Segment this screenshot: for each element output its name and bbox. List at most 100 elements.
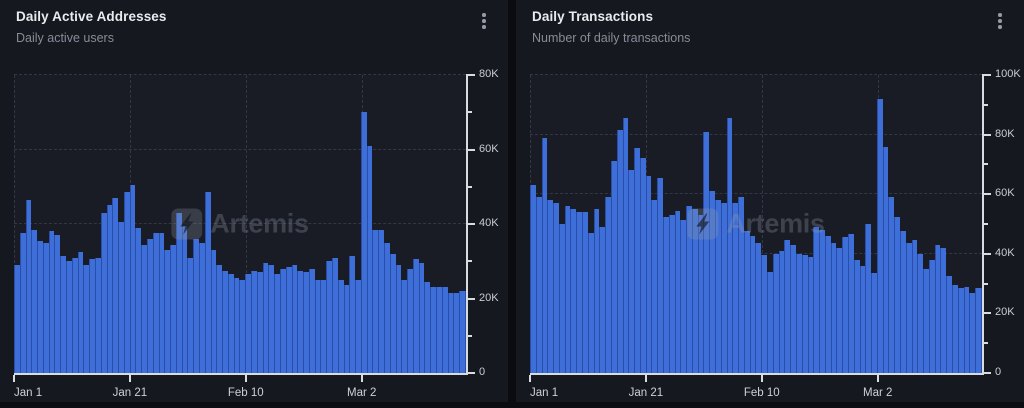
bar[interactable] [459, 291, 466, 373]
bar[interactable] [378, 229, 384, 373]
bar[interactable] [25, 199, 32, 373]
bar[interactable] [175, 212, 182, 373]
bar[interactable] [657, 177, 663, 373]
bar[interactable] [558, 224, 565, 373]
bar[interactable] [790, 244, 796, 373]
bar[interactable] [917, 253, 924, 373]
bar[interactable] [204, 192, 211, 373]
bar[interactable] [946, 276, 953, 373]
bar[interactable] [233, 278, 240, 373]
bar[interactable] [279, 268, 286, 373]
bar[interactable] [216, 264, 223, 373]
bar[interactable] [824, 235, 831, 373]
bar[interactable] [894, 216, 900, 373]
bar[interactable] [71, 257, 78, 373]
bar[interactable] [564, 206, 571, 373]
bar[interactable] [326, 261, 332, 373]
bar[interactable] [674, 210, 681, 373]
bar[interactable] [60, 255, 67, 373]
bar[interactable] [430, 287, 437, 373]
bar[interactable] [158, 233, 165, 373]
bar[interactable] [842, 237, 848, 373]
bar[interactable] [726, 118, 733, 373]
bar[interactable] [691, 209, 698, 373]
bar[interactable] [876, 98, 883, 373]
bar[interactable] [668, 215, 675, 373]
bar[interactable] [847, 234, 854, 373]
bar[interactable] [31, 229, 38, 373]
bar[interactable] [801, 255, 808, 373]
bar[interactable] [37, 240, 43, 373]
bar[interactable] [251, 270, 257, 373]
kebab-menu-icon[interactable] [988, 9, 1012, 33]
bar[interactable] [963, 286, 970, 373]
bar[interactable] [118, 222, 124, 373]
bar[interactable] [738, 197, 744, 373]
bar[interactable] [48, 231, 55, 373]
bar[interactable] [164, 250, 171, 373]
bar[interactable] [152, 233, 159, 373]
bar[interactable] [395, 264, 402, 373]
bar[interactable] [605, 197, 611, 373]
bar[interactable] [720, 203, 727, 373]
bar[interactable] [853, 259, 860, 373]
bar[interactable] [407, 268, 413, 373]
bar[interactable] [755, 243, 762, 373]
bar[interactable] [871, 273, 877, 373]
bar[interactable] [384, 242, 390, 373]
bar[interactable] [645, 176, 652, 373]
bar[interactable] [576, 212, 583, 373]
bar[interactable] [662, 216, 669, 373]
bar[interactable] [401, 279, 408, 373]
bar[interactable] [530, 185, 536, 373]
bar[interactable] [314, 279, 321, 373]
bar[interactable] [303, 272, 309, 373]
bar[interactable] [975, 288, 982, 373]
bar[interactable] [587, 232, 594, 373]
bar[interactable] [732, 203, 739, 373]
bar[interactable] [767, 271, 773, 373]
bar[interactable] [187, 257, 194, 373]
bar[interactable] [680, 219, 687, 373]
bar[interactable] [900, 231, 906, 373]
bar[interactable] [89, 259, 95, 373]
bar[interactable] [830, 243, 837, 373]
bar[interactable] [453, 292, 460, 373]
bar[interactable] [952, 285, 958, 373]
bar[interactable] [441, 287, 448, 373]
bar[interactable] [100, 212, 107, 373]
bar[interactable] [888, 197, 895, 373]
bar[interactable] [54, 235, 61, 373]
bar[interactable] [934, 244, 941, 373]
bar[interactable] [297, 270, 304, 373]
bar[interactable] [772, 253, 779, 373]
bar[interactable] [94, 257, 101, 373]
bar[interactable] [66, 261, 72, 373]
bar[interactable] [129, 184, 136, 373]
bar[interactable] [923, 268, 929, 373]
bar[interactable] [77, 251, 84, 373]
bar[interactable] [170, 244, 176, 373]
bar[interactable] [193, 238, 199, 373]
bar[interactable] [256, 272, 263, 373]
bar[interactable] [807, 256, 814, 373]
bar[interactable] [337, 279, 344, 373]
bar[interactable] [447, 292, 454, 373]
bar[interactable] [634, 148, 640, 373]
bar[interactable] [749, 235, 756, 373]
bar[interactable] [535, 197, 542, 373]
bar[interactable] [424, 281, 431, 373]
bar[interactable] [274, 274, 280, 373]
bar[interactable] [593, 209, 600, 373]
bar[interactable] [135, 227, 142, 373]
bar[interactable] [928, 259, 935, 373]
bar[interactable] [778, 250, 785, 373]
bar[interactable] [436, 287, 442, 373]
bar[interactable] [146, 238, 153, 373]
bar[interactable] [320, 279, 327, 373]
bar[interactable] [639, 158, 646, 373]
bar[interactable] [813, 226, 820, 373]
bar[interactable] [547, 200, 554, 373]
bar[interactable] [331, 257, 338, 373]
bar[interactable] [599, 226, 606, 373]
